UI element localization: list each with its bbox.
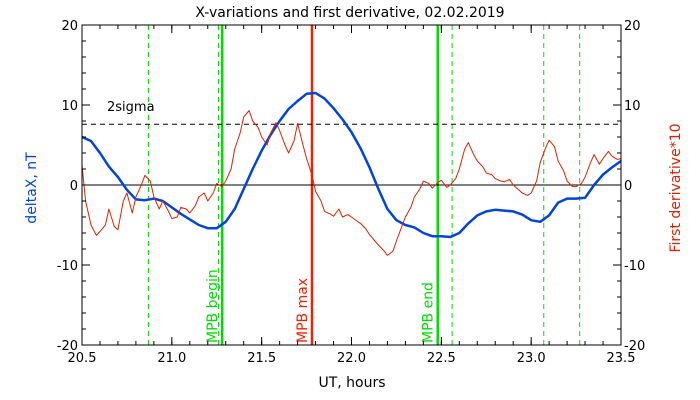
mpb-end-label: MPB end: [421, 282, 437, 343]
mpb-begin-label: MPB begin: [205, 269, 221, 343]
x-tick-label-3: 22.0: [337, 351, 366, 366]
y-left-tick-label-1: -10: [57, 259, 78, 274]
mpb-max-label: MPB max: [295, 278, 311, 343]
x-tick-label-1: 21.0: [157, 351, 186, 366]
deltax-series-line: [81, 91, 622, 239]
y-left-tick-label-2: 0: [70, 179, 78, 194]
axis-ticks: [81, 24, 622, 346]
y-left-tick-label-4: 20: [61, 19, 78, 34]
y-right-tick-label-1: -10: [624, 259, 645, 274]
y-right-tick-label-0: -20: [624, 339, 645, 354]
chart-title: X-variations and first derivative, 02.02…: [195, 5, 504, 21]
x-tick-label-5: 23.0: [517, 351, 546, 366]
x-tick-label-0: 20.5: [68, 351, 97, 366]
horizontal-reference-lines: [82, 123, 621, 186]
two-sigma-annotation: 2sigma: [107, 100, 155, 115]
series-layer: [81, 91, 622, 256]
tick-labels: 20.5 21.0 21.5 22.0 22.5 23.0 23.5-20 -20-10 -10…: [57, 19, 645, 366]
y-left-tick-label-0: -20: [57, 339, 78, 354]
x-axis-label: UT, hours: [318, 375, 385, 391]
x-tick-label-2: 21.5: [247, 351, 276, 366]
y-left-tick-label-3: 10: [61, 99, 78, 114]
derivative-series-line: [81, 110, 622, 256]
x-tick-label-6: 23.5: [607, 351, 636, 366]
y-right-tick-label-4: 20: [624, 19, 641, 34]
right-y-axis-label: First derivative*10: [668, 123, 684, 252]
left-y-axis-label: deltaX, nT: [24, 152, 40, 224]
y-right-tick-label-2: 0: [624, 179, 632, 194]
x-tick-label-4: 22.5: [427, 351, 456, 366]
y-right-tick-label-3: 10: [624, 99, 641, 114]
